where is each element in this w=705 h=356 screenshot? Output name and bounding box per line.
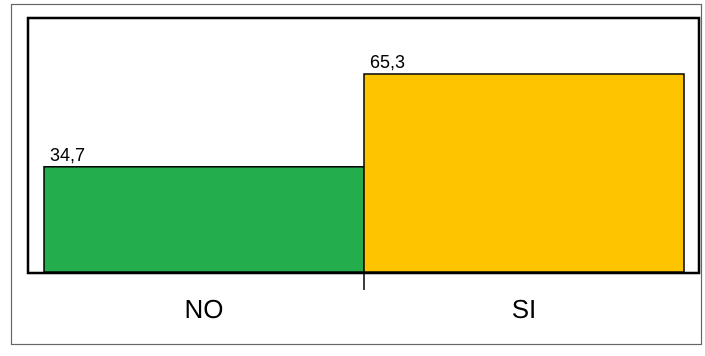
category-label-no: NO (185, 294, 224, 324)
category-label-si: SI (512, 294, 537, 324)
value-label-no: 34,7 (50, 145, 85, 165)
bar-no (43, 166, 365, 273)
value-labels-layer: 34,7 65,3 (50, 52, 405, 165)
bar-si (363, 73, 685, 273)
value-label-si: 65,3 (370, 52, 405, 72)
category-labels-layer: NO SI (185, 272, 537, 324)
bars-layer (43, 73, 685, 273)
